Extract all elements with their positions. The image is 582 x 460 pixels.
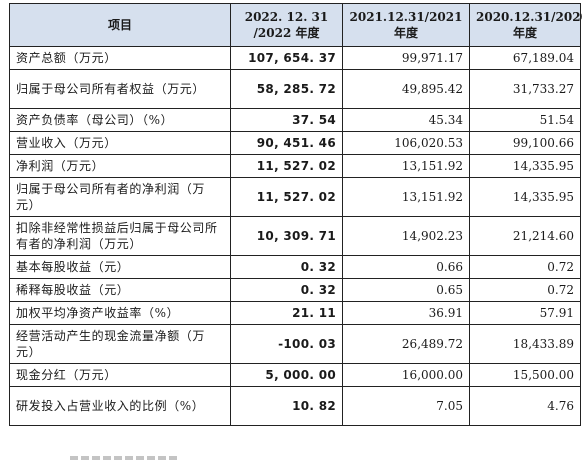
row-label: 研发投入占营业收入的比例（%）: [9, 386, 231, 426]
row-label: 净利润（万元）: [9, 154, 231, 178]
value-2021: 0.66: [342, 255, 470, 279]
value-2022: 11, 527. 02: [230, 177, 343, 217]
table-row: 归属于母公司所有者的净利润（万元） 11, 527. 02 13,151.92 14,…: [9, 177, 581, 217]
table-row: 净利润（万元） 11, 527. 02 13,151.92 14,335.95: [9, 154, 581, 178]
value-2021: 7.05: [342, 386, 470, 426]
header-2020-line1: 2020.12.31/2020: [476, 10, 582, 24]
row-label: 归属于母公司所有者权益（万元）: [9, 69, 231, 109]
value-2022: 37. 54: [230, 108, 343, 132]
value-2020: 51.54: [469, 108, 581, 132]
table-row: 现金分红（万元） 5, 000. 00 16,000.00 15,500.00: [9, 363, 581, 387]
header-2020-line2: 年度: [512, 26, 537, 40]
value-2022: 10, 309. 71: [230, 216, 343, 256]
value-2021: 0.65: [342, 278, 470, 302]
header-2020: 2020.12.31/2020 年度: [469, 3, 582, 47]
value-2021: 99,971.17: [342, 46, 470, 70]
value-2021: 26,489.72: [342, 324, 470, 364]
value-2022: 58, 285. 72: [230, 69, 343, 109]
table-header: 项目 2022. 12. 31 /2022 年度 2021.12.31/2021…: [9, 3, 582, 47]
value-2021: 13,151.92: [342, 154, 470, 178]
header-row: 项目 2022. 12. 31 /2022 年度 2021.12.31/2021…: [9, 3, 582, 47]
value-2022: -100. 03: [230, 324, 343, 364]
value-2020: 4.76: [469, 386, 581, 426]
header-item: 项目: [9, 3, 231, 47]
value-2020: 0.72: [469, 278, 581, 302]
value-2021: 14,902.23: [342, 216, 470, 256]
table-row: 营业收入（万元） 90, 451. 46 106,020.53 99,100.66: [9, 131, 581, 155]
header-2022-line2: /2022 年度: [253, 26, 320, 40]
value-2021: 49,895.42: [342, 69, 470, 109]
value-2021: 13,151.92: [342, 177, 470, 217]
value-2021: 16,000.00: [342, 363, 470, 387]
row-label: 经营活动产生的现金流量净额（万元）: [9, 324, 231, 364]
value-2022: 0. 32: [230, 255, 343, 279]
row-label: 归属于母公司所有者的净利润（万元）: [9, 177, 231, 217]
table-row: 研发投入占营业收入的比例（%） 10. 82 7.05 4.76: [9, 386, 581, 426]
value-2022: 11, 527. 02: [230, 154, 343, 178]
row-label: 现金分红（万元）: [9, 363, 231, 387]
value-2021: 106,020.53: [342, 131, 470, 155]
value-2020: 0.72: [469, 255, 581, 279]
value-2021: 45.34: [342, 108, 470, 132]
value-2020: 57.91: [469, 301, 581, 325]
table-row: 基本每股收益（元） 0. 32 0.66 0.72: [9, 255, 581, 279]
row-label: 资产负债率（母公司）（%）: [9, 108, 231, 132]
table-row: 稀释每股收益（元） 0. 32 0.65 0.72: [9, 278, 581, 302]
value-2022: 107, 654. 37: [230, 46, 343, 70]
value-2020: 14,335.95: [469, 154, 581, 178]
value-2020: 14,335.95: [469, 177, 581, 217]
row-label: 营业收入（万元）: [9, 131, 231, 155]
header-2021-line2: 年度: [393, 26, 418, 40]
header-2021: 2021.12.31/2021 年度: [342, 3, 470, 47]
value-2022: 21. 11: [230, 301, 343, 325]
value-2020: 31,733.27: [469, 69, 581, 109]
table-row: 资产总额（万元） 107, 654. 37 99,971.17 67,189.04: [9, 46, 581, 70]
value-2021: 36.91: [342, 301, 470, 325]
value-2022: 0. 32: [230, 278, 343, 302]
value-2020: 99,100.66: [469, 131, 581, 155]
value-2020: 15,500.00: [469, 363, 581, 387]
header-2022: 2022. 12. 31 /2022 年度: [230, 3, 343, 47]
header-2022-line1: 2022. 12. 31: [244, 10, 329, 24]
value-2020: 67,189.04: [469, 46, 581, 70]
table-body: 资产总额（万元） 107, 654. 37 99,971.17 67,189.04 归属…: [9, 46, 581, 426]
header-2021-line1: 2021.12.31/2021: [349, 10, 463, 24]
row-label: 资产总额（万元）: [9, 46, 231, 70]
row-label: 稀释每股收益（元）: [9, 278, 231, 302]
value-2020: 18,433.89: [469, 324, 581, 364]
financial-summary-table: 项目 2022. 12. 31 /2022 年度 2021.12.31/2021…: [9, 3, 582, 426]
header-item-line: 项目: [107, 18, 132, 32]
row-label: 基本每股收益（元）: [9, 255, 231, 279]
value-2020: 21,214.60: [469, 216, 581, 256]
value-2022: 5, 000. 00: [230, 363, 343, 387]
row-label: 扣除非经常性损益后归属于母公司所有者的净利润（万元）: [9, 216, 231, 256]
value-2022: 90, 451. 46: [230, 131, 343, 155]
table-row: 加权平均净资产收益率（%） 21. 11 36.91 57.91: [9, 301, 581, 325]
table-row: 扣除非经常性损益后归属于母公司所有者的净利润（万元） 10, 309. 71 14,…: [9, 216, 581, 256]
row-label: 加权平均净资产收益率（%）: [9, 301, 231, 325]
table-row: 经营活动产生的现金流量净额（万元） -100. 03 26,489.72 18,433…: [9, 324, 581, 364]
table-row: 归属于母公司所有者权益（万元） 58, 285. 72 49,895.42 31,73…: [9, 69, 581, 109]
table-row: 资产负债率（母公司）（%） 37. 54 45.34 51.54: [9, 108, 581, 132]
value-2022: 10. 82: [230, 386, 343, 426]
truncated-footnote-line: [70, 456, 180, 460]
